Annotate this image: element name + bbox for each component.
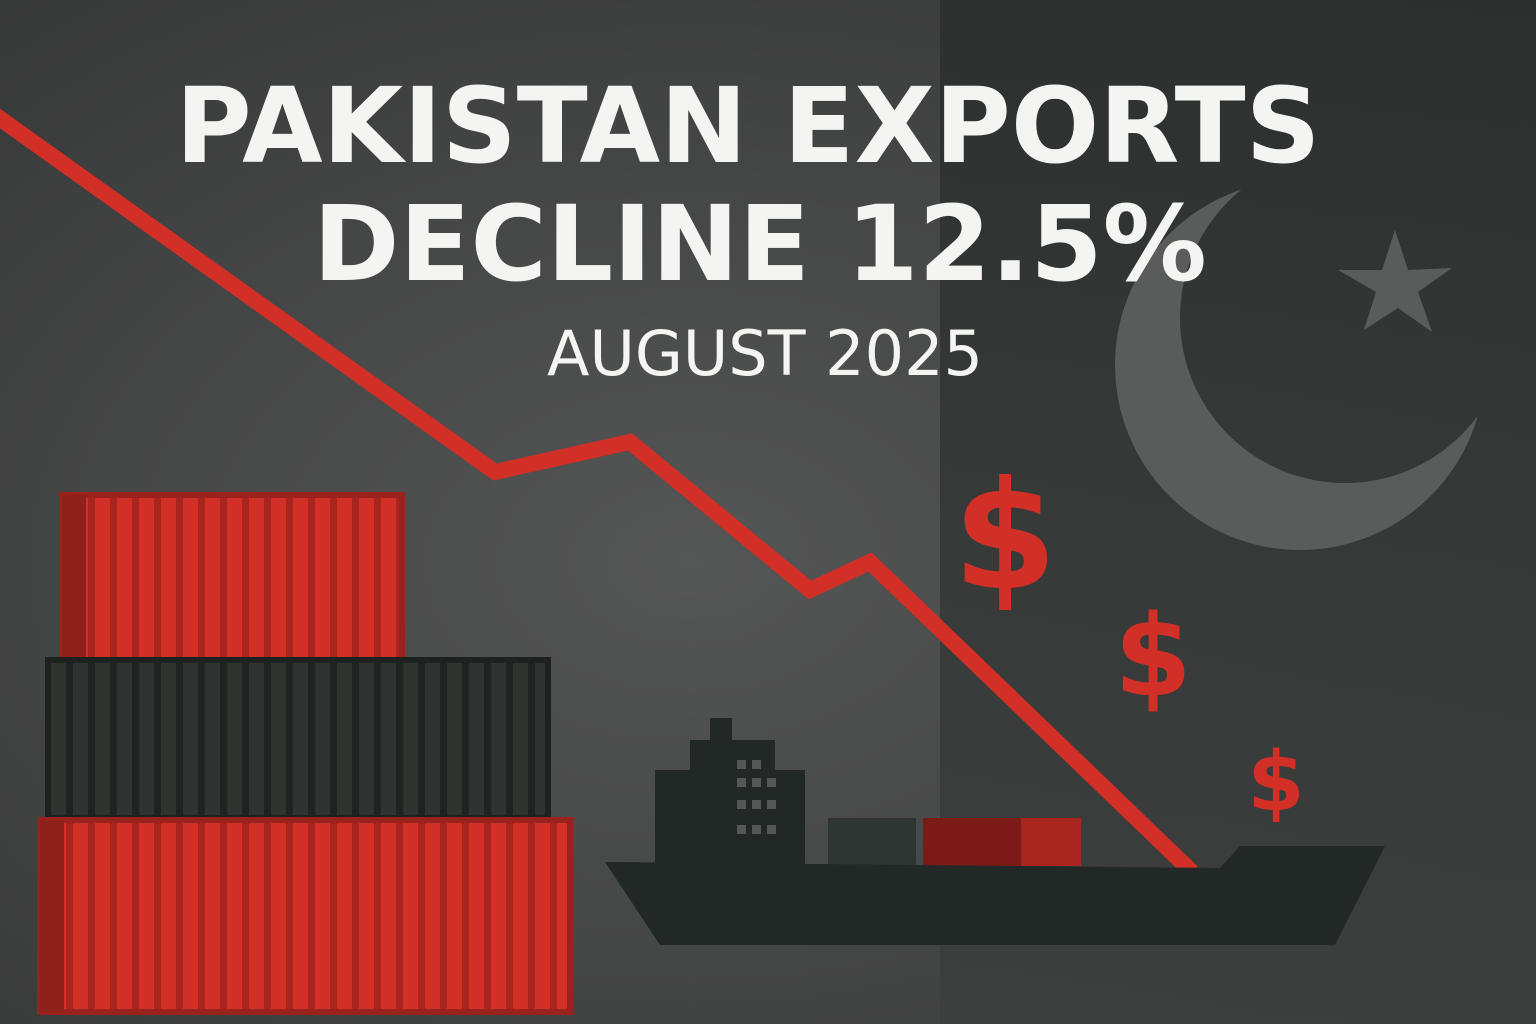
shipping-containers-icon [37, 492, 573, 1015]
dollar-sign-icon: $ [953, 450, 1057, 624]
title-line-2: DECLINE 12.5% [313, 183, 1207, 305]
trend-down-line-icon [0, 108, 1198, 878]
subtitle-date: AUGUST 2025 [547, 317, 983, 390]
star-icon [1338, 230, 1452, 332]
title-line-1: PAKISTAN EXPORTS [175, 65, 1320, 187]
dollar-sign-icon: $ [1247, 735, 1304, 830]
dollar-sign-icon: $ [1114, 592, 1192, 722]
cargo-ship-icon [605, 718, 1385, 945]
